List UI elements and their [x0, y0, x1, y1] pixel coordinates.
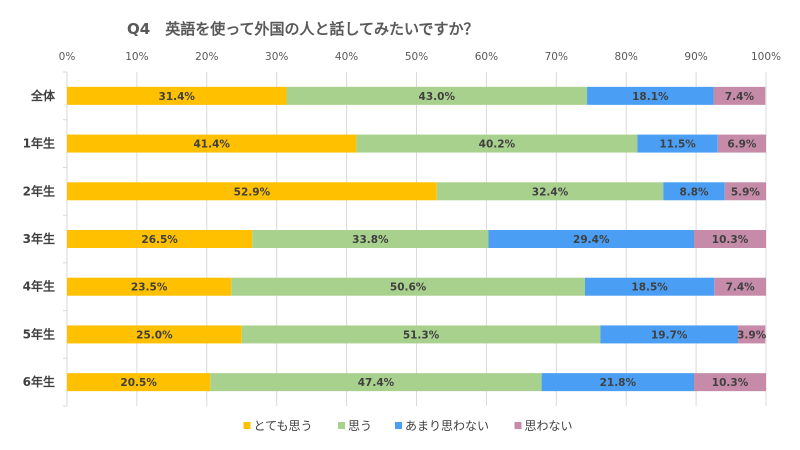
bar-segment — [694, 373, 766, 392]
bar-segment — [67, 230, 253, 248]
bar-segment — [637, 134, 718, 153]
category-label: 6年生 — [23, 374, 55, 389]
bar-segment — [587, 86, 714, 105]
data-label: 32.4% — [532, 186, 569, 198]
data-label: 25.0% — [136, 329, 173, 341]
data-label: 10.3% — [712, 377, 749, 389]
bar-segment — [694, 230, 766, 248]
data-label: 6.9% — [727, 139, 757, 151]
x-tick-label: 60% — [475, 51, 498, 63]
x-axis-ticks: 0% 10% 20% 30% 40% 50% 60% 70% 80% 90% 100% — [59, 51, 781, 63]
category-label: 1年生 — [23, 136, 55, 151]
data-label: 11.5% — [659, 139, 696, 151]
bar-segment — [252, 230, 489, 248]
bar-segment — [286, 86, 588, 105]
data-label: 7.4% — [726, 282, 756, 294]
data-label: 40.2% — [479, 139, 516, 151]
category-label: 3年生 — [23, 231, 55, 246]
bar-segment — [738, 325, 766, 344]
bar-segment — [717, 134, 766, 153]
data-label: 10.3% — [712, 234, 749, 246]
legend-swatch — [338, 422, 345, 429]
x-tick-label: 100% — [751, 51, 781, 63]
legend-swatch — [395, 422, 402, 429]
data-label: 31.4% — [159, 91, 196, 103]
data-label: 43.0% — [419, 91, 456, 103]
category-label: 5年生 — [23, 326, 55, 341]
bar-segment — [663, 182, 725, 201]
bar-segment — [488, 230, 695, 248]
bar-segment — [67, 86, 287, 105]
x-tick-label: 90% — [684, 51, 707, 63]
x-tick-label: 50% — [405, 51, 428, 63]
data-label: 5.9% — [731, 186, 761, 198]
legend-swatch — [243, 422, 251, 429]
bars: 31.4% 43.0% 18.1% 7.4% 41.4% 40.2% 11.5% 6.9% 52… — [67, 86, 767, 392]
legend-label: あまり思わない — [405, 419, 489, 433]
legend: とても思う 思う あまり思わない 思わない — [243, 419, 573, 433]
data-label: 52.9% — [234, 186, 271, 198]
legend-swatch — [514, 422, 522, 429]
category-label: 全体 — [30, 88, 56, 103]
x-tick-label: 20% — [195, 51, 218, 63]
data-label: 18.5% — [631, 282, 668, 294]
category-labels: 全体 1年生 2年生 3年生 4年生 5年生 6年生 — [23, 88, 56, 389]
x-tick-label: 10% — [125, 51, 148, 63]
data-label: 3.9% — [737, 329, 767, 341]
bar-segment — [210, 373, 542, 392]
legend-label: 思わない — [525, 419, 573, 433]
data-label: 41.4% — [193, 139, 230, 151]
bar-segment — [436, 182, 664, 201]
x-tick-label: 80% — [615, 51, 638, 63]
x-tick-label: 0% — [59, 51, 76, 63]
bar-segment — [724, 182, 766, 201]
bar-segment — [714, 277, 766, 296]
legend-label: とても思う — [254, 419, 313, 433]
bar-segment — [584, 277, 715, 296]
bar-segment — [241, 325, 601, 344]
x-tick-label: 40% — [335, 51, 358, 63]
data-label: 19.7% — [651, 329, 688, 341]
data-label: 50.6% — [390, 282, 427, 294]
category-label: 4年生 — [23, 279, 55, 294]
bar-segment — [67, 325, 242, 344]
bar-segment — [67, 373, 211, 392]
data-label: 20.5% — [120, 377, 157, 389]
bar-segment — [67, 182, 437, 201]
bar-segment — [67, 277, 232, 296]
chart-title: Q4 英語を使って外国の人と話してみたいですか？ — [127, 20, 479, 38]
data-label: 33.8% — [352, 234, 389, 246]
bar-segment — [713, 86, 766, 105]
data-label: 26.5% — [141, 234, 178, 246]
bar-segment — [231, 277, 585, 296]
bar-segment — [600, 325, 739, 344]
data-label: 47.4% — [358, 377, 395, 389]
data-label: 23.5% — [131, 282, 168, 294]
bar-segment — [541, 373, 695, 392]
data-label: 7.4% — [725, 91, 755, 103]
x-tick-label: 70% — [545, 51, 568, 63]
category-label: 2年生 — [23, 183, 55, 198]
data-label: 29.4% — [573, 234, 610, 246]
legend-label: 思う — [348, 419, 372, 433]
data-label: 51.3% — [403, 329, 440, 341]
x-tick-label: 30% — [265, 51, 288, 63]
data-label: 21.8% — [600, 377, 637, 389]
data-label: 8.8% — [679, 186, 709, 198]
bar-segment — [67, 134, 357, 153]
data-label: 18.1% — [632, 91, 669, 103]
bar-segment — [356, 134, 638, 153]
